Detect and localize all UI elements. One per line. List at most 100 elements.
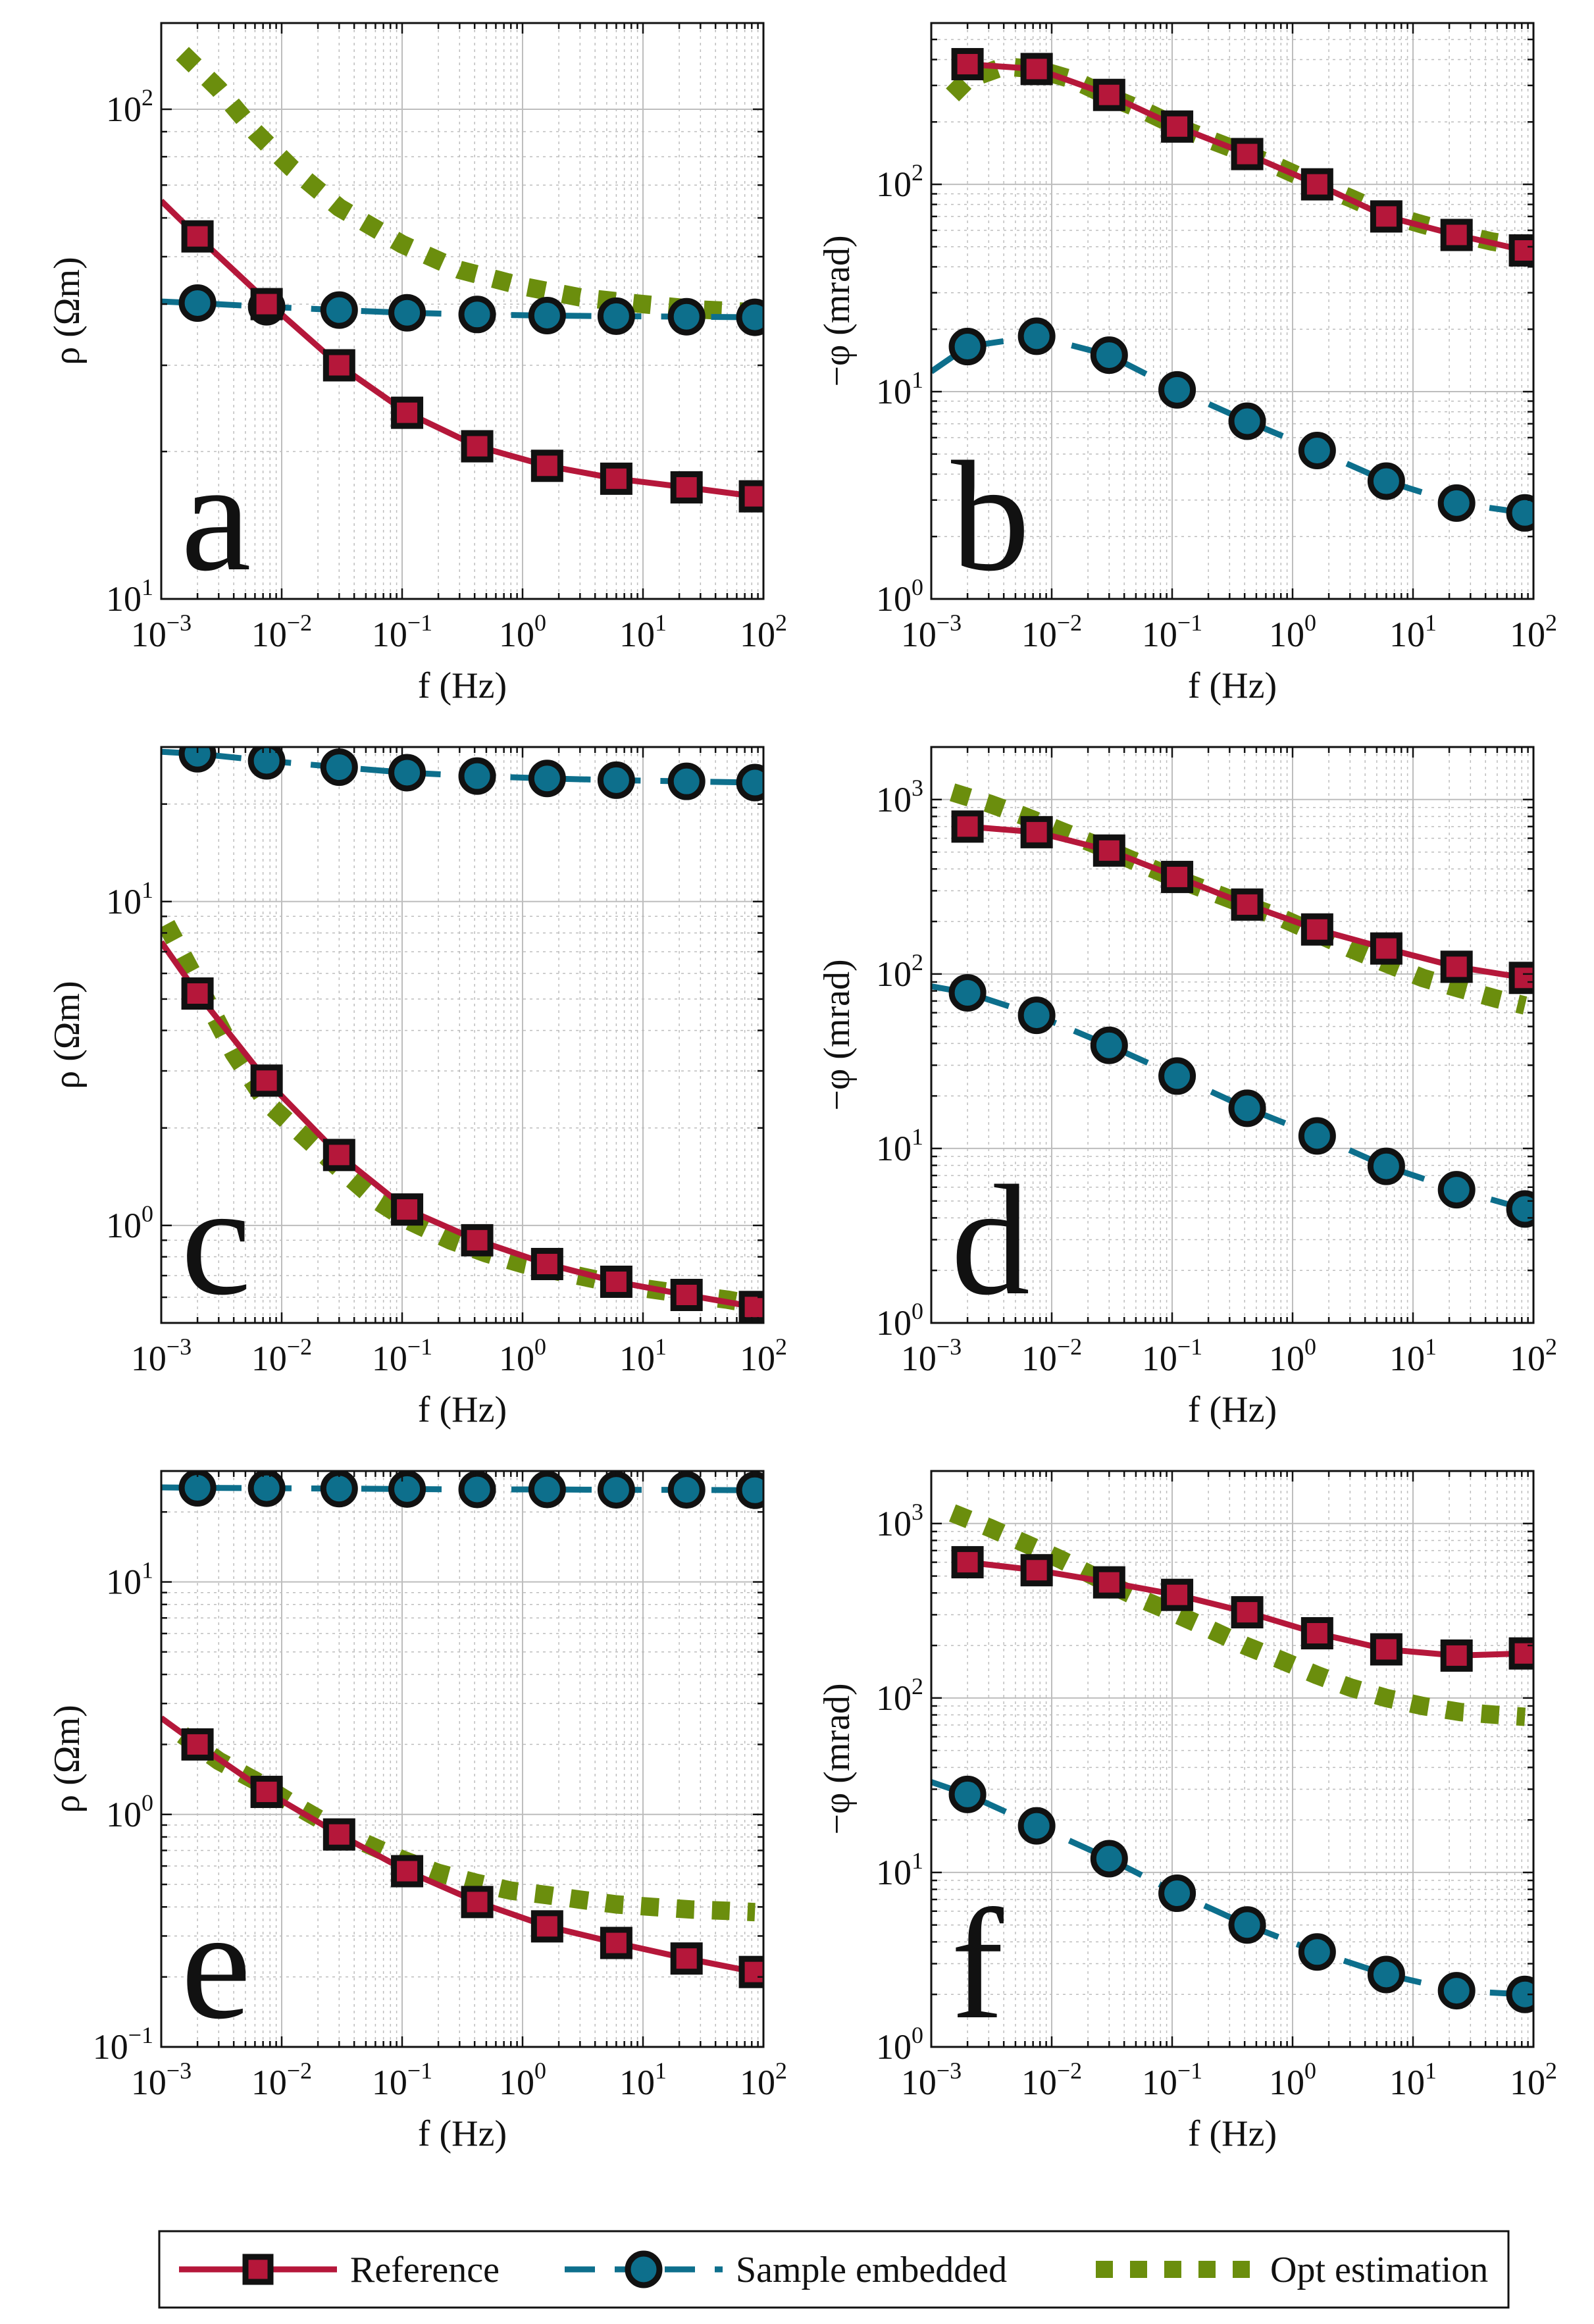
panel-e-ref-marker: [738, 1955, 763, 1988]
panel-c-ref-marker: [391, 1193, 424, 1226]
panel-e-ylabel: ρ (Ωm): [47, 1705, 88, 1813]
panel-e-ref-marker: [530, 1910, 563, 1943]
panel-f-letter: f: [951, 1876, 1004, 2052]
panel-e-ref-marker: [322, 1818, 355, 1851]
panel-b-emb-marker: [1298, 431, 1336, 469]
panel-d-x-tick-label: 10−3: [901, 1333, 962, 1378]
panel-a-ticks: [160, 23, 765, 600]
panel-f-emb-line: [931, 1779, 1526, 1998]
panel-e-ref-marker: [181, 1728, 214, 1761]
panel-d-ref-line: [952, 823, 1526, 981]
panel-b-emb-marker: [1228, 402, 1266, 440]
panel-f-ref-marker: [1370, 1633, 1402, 1666]
panel-e-xlabel: f (Hz): [418, 2113, 507, 2154]
panel-b-emb-marker: [1158, 371, 1196, 409]
panel-c-emb-marker: [736, 763, 763, 802]
panel-f-ref-line: [952, 1558, 1526, 1659]
legend-emb-marker: [625, 2250, 663, 2288]
panel-b-xlabel: f (Hz): [1188, 665, 1277, 706]
panel-d-emb-marker: [1158, 1057, 1196, 1095]
panel-b-ref-marker: [1370, 200, 1402, 233]
panel-e-letter: e: [181, 1876, 251, 2052]
panel-a-ref-marker: [670, 471, 703, 504]
panel-c-emb-marker: [388, 754, 426, 792]
panel-c-ref-marker: [600, 1265, 632, 1298]
panel-a-x-tick-label: 10−1: [372, 609, 432, 654]
panel-b-ref-marker: [1231, 138, 1264, 170]
panel-f-y-tick-label: 103: [876, 1499, 923, 1543]
panel-b-emb-marker: [1506, 494, 1533, 532]
panel-b-ref-marker: [1093, 78, 1125, 111]
panel-b-ref-marker: [951, 47, 984, 80]
panel-e-emb-line: [161, 1484, 756, 1493]
panel-c-emb-marker: [458, 757, 496, 795]
panel-d-ref-marker: [951, 810, 984, 843]
panel-c-ref-marker: [250, 1064, 283, 1097]
panel-d-emb-marker: [948, 973, 987, 1012]
panel-d-ref-marker: [1093, 834, 1125, 867]
panel-d-ref-marker: [1370, 932, 1402, 965]
legend-box: [158, 2230, 1510, 2309]
panel-f-ref-marker: [1231, 1596, 1264, 1629]
panel-a-series: [161, 47, 763, 513]
panel-f-emb-marker: [1298, 1933, 1336, 1971]
panel-d-ref-marker: [1231, 888, 1264, 921]
panel-b-emb-line: [931, 333, 1526, 516]
panel-f-emb-marker: [1017, 1807, 1056, 1845]
panel-a-ref-marker: [181, 220, 214, 253]
panel-a-axes-box: [160, 22, 765, 600]
panel-f-emb-marker: [1228, 1906, 1266, 1944]
panel-d-ticks: [930, 746, 1535, 1324]
panel-b-ref-marker: [1300, 168, 1333, 201]
panel-f-ylabel: −φ (mrad): [817, 1683, 858, 1834]
panel-c-emb-marker: [667, 762, 706, 800]
panel-a-emb-marker: [736, 298, 763, 336]
panel-f-y-tick-label: 100: [876, 2022, 923, 2067]
panel-e-emb-marker: [528, 1471, 566, 1509]
panel-e-emb-marker: [388, 1471, 426, 1508]
panel-e-emb-marker: [458, 1471, 496, 1509]
panel-a-emb-marker: [528, 296, 566, 334]
panel-d-letter: d: [951, 1152, 1030, 1328]
panel-c-emb-line: [161, 748, 756, 786]
panel-c-emb-marker: [247, 747, 286, 780]
panel-b-ref-marker: [1508, 234, 1533, 267]
panel-f-ref-marker: [1161, 1578, 1194, 1611]
panel-e-emb-marker: [667, 1471, 706, 1509]
panel-f-emb-marker: [1158, 1874, 1196, 1913]
panel-e-axes-box: [160, 1470, 765, 2048]
panel-b-emb-marker: [1367, 462, 1405, 500]
panel-c-ref-line: [161, 940, 756, 1310]
panel-e-ref-marker: [250, 1776, 283, 1809]
panel-e-y-tick-label: 10−1: [93, 2022, 153, 2067]
panel-f-emb-marker: [1437, 1972, 1476, 2010]
panel-b-letter: b: [951, 428, 1030, 604]
panel-d-axes-box: [930, 746, 1535, 1324]
panel-e-ref-marker: [670, 1942, 703, 1975]
panel-e-emb-marker: [736, 1471, 763, 1509]
panel-a-letter: a: [181, 428, 251, 604]
panel-f-x-tick-label: 10−2: [1021, 2057, 1082, 2102]
panel-e-x-tick-label: 102: [740, 2057, 787, 2102]
panel-b-ref-marker: [1161, 110, 1194, 143]
panel-b-emb-marker: [1437, 484, 1476, 522]
panel-d-ref-marker: [1300, 913, 1333, 946]
panel-b-emb-marker: [1017, 317, 1056, 355]
panel-d-ref-marker: [1161, 860, 1194, 893]
panel-c-series: [161, 747, 763, 1323]
panel-f-axes-box: [930, 1470, 1535, 2048]
panel-d-xlabel: f (Hz): [1188, 1389, 1277, 1430]
panel-c-ref-marker: [181, 977, 214, 1010]
panel-b-x-tick-label: 10−1: [1142, 609, 1202, 654]
panel-c-ref-marker: [461, 1224, 494, 1256]
panel-e-emb-marker: [597, 1471, 635, 1509]
panel-c-letter: c: [181, 1152, 251, 1328]
panel-f-emb-marker: [1506, 1975, 1533, 2013]
panel-e-ref-marker: [391, 1855, 424, 1888]
panel-f-ref-marker: [1300, 1617, 1333, 1650]
panel-a-ref-marker: [391, 396, 424, 429]
